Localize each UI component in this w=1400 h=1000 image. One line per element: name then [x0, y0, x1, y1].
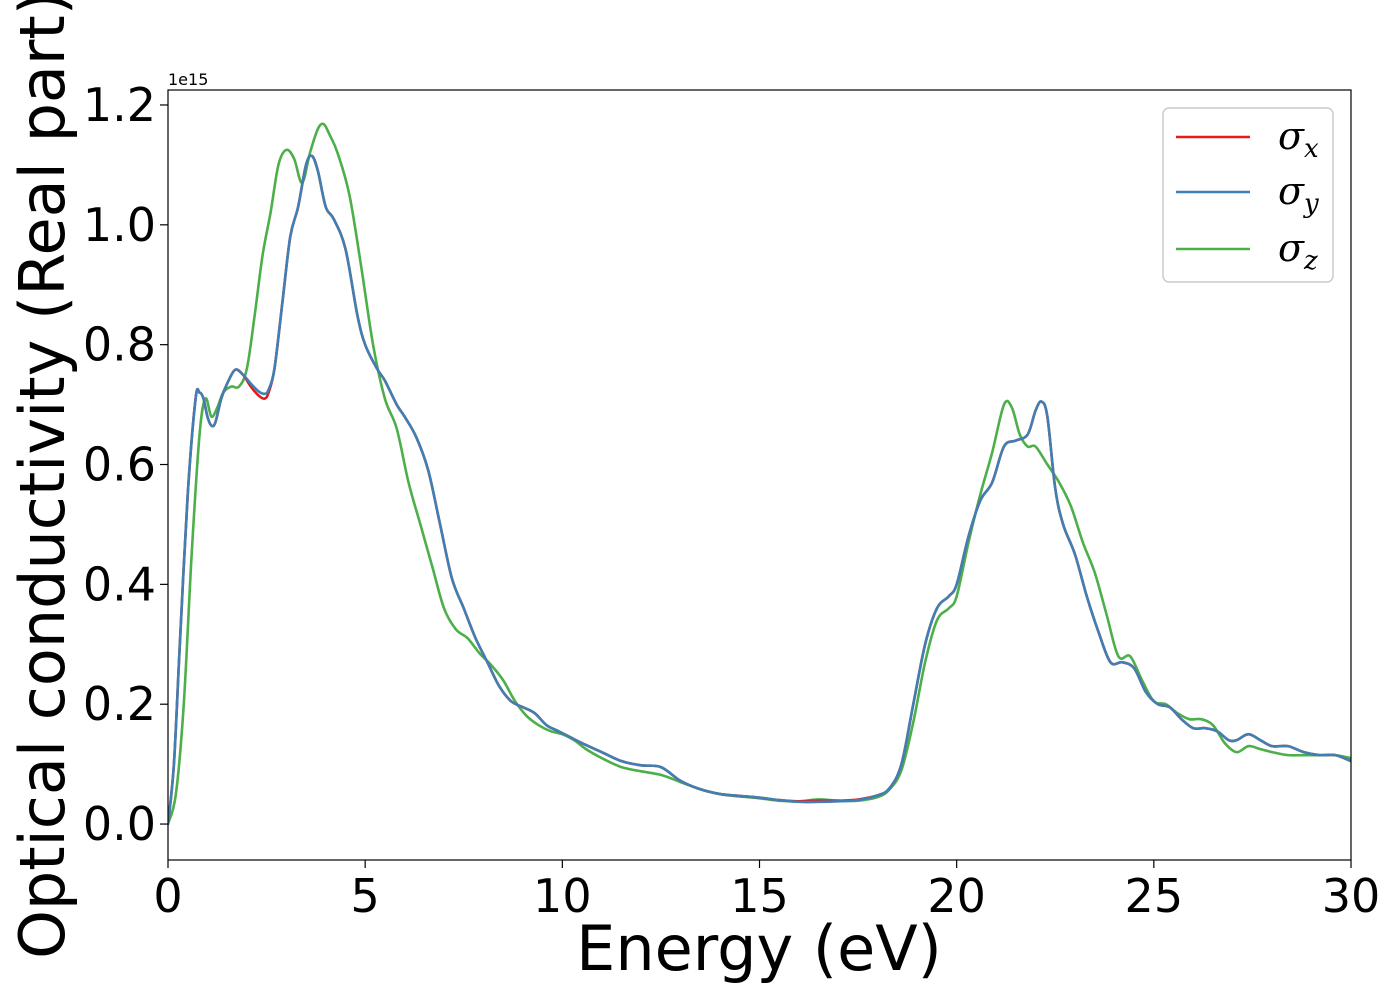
y-tick-label: 0.2 [83, 677, 156, 731]
x-tick-label: 10 [533, 869, 592, 923]
x-tick-label: 0 [153, 869, 182, 923]
x-tick-label: 25 [1125, 869, 1184, 923]
x-tick-label: 5 [351, 869, 380, 923]
y-offset-label: 1e15 [168, 70, 208, 89]
x-tick-label: 20 [927, 869, 986, 923]
series-line-y [168, 154, 1351, 826]
legend-box [1162, 107, 1334, 283]
y-axis-title: Optical conductivity (Real part) [6, 0, 79, 959]
x-axis-title: Energy (eV) [576, 912, 942, 985]
y-tick-label: 0.4 [83, 557, 156, 611]
x-tick-label: 30 [1322, 869, 1381, 923]
x-tick-label: 15 [730, 869, 789, 923]
y-tick-label: 0.8 [83, 318, 156, 372]
y-tick-label: 0.6 [83, 438, 156, 492]
x-axis-ticks: 0 5 10 15 20 25 30 [153, 860, 1380, 923]
y-tick-label: 0.0 [83, 797, 156, 851]
y-axis-ticks: 0.0 0.2 0.4 0.6 0.8 1.0 1.2 [83, 78, 168, 851]
y-tick-label: 1.0 [83, 198, 156, 252]
series-layer [168, 122, 1351, 826]
y-tick-label: 1.2 [83, 78, 156, 132]
